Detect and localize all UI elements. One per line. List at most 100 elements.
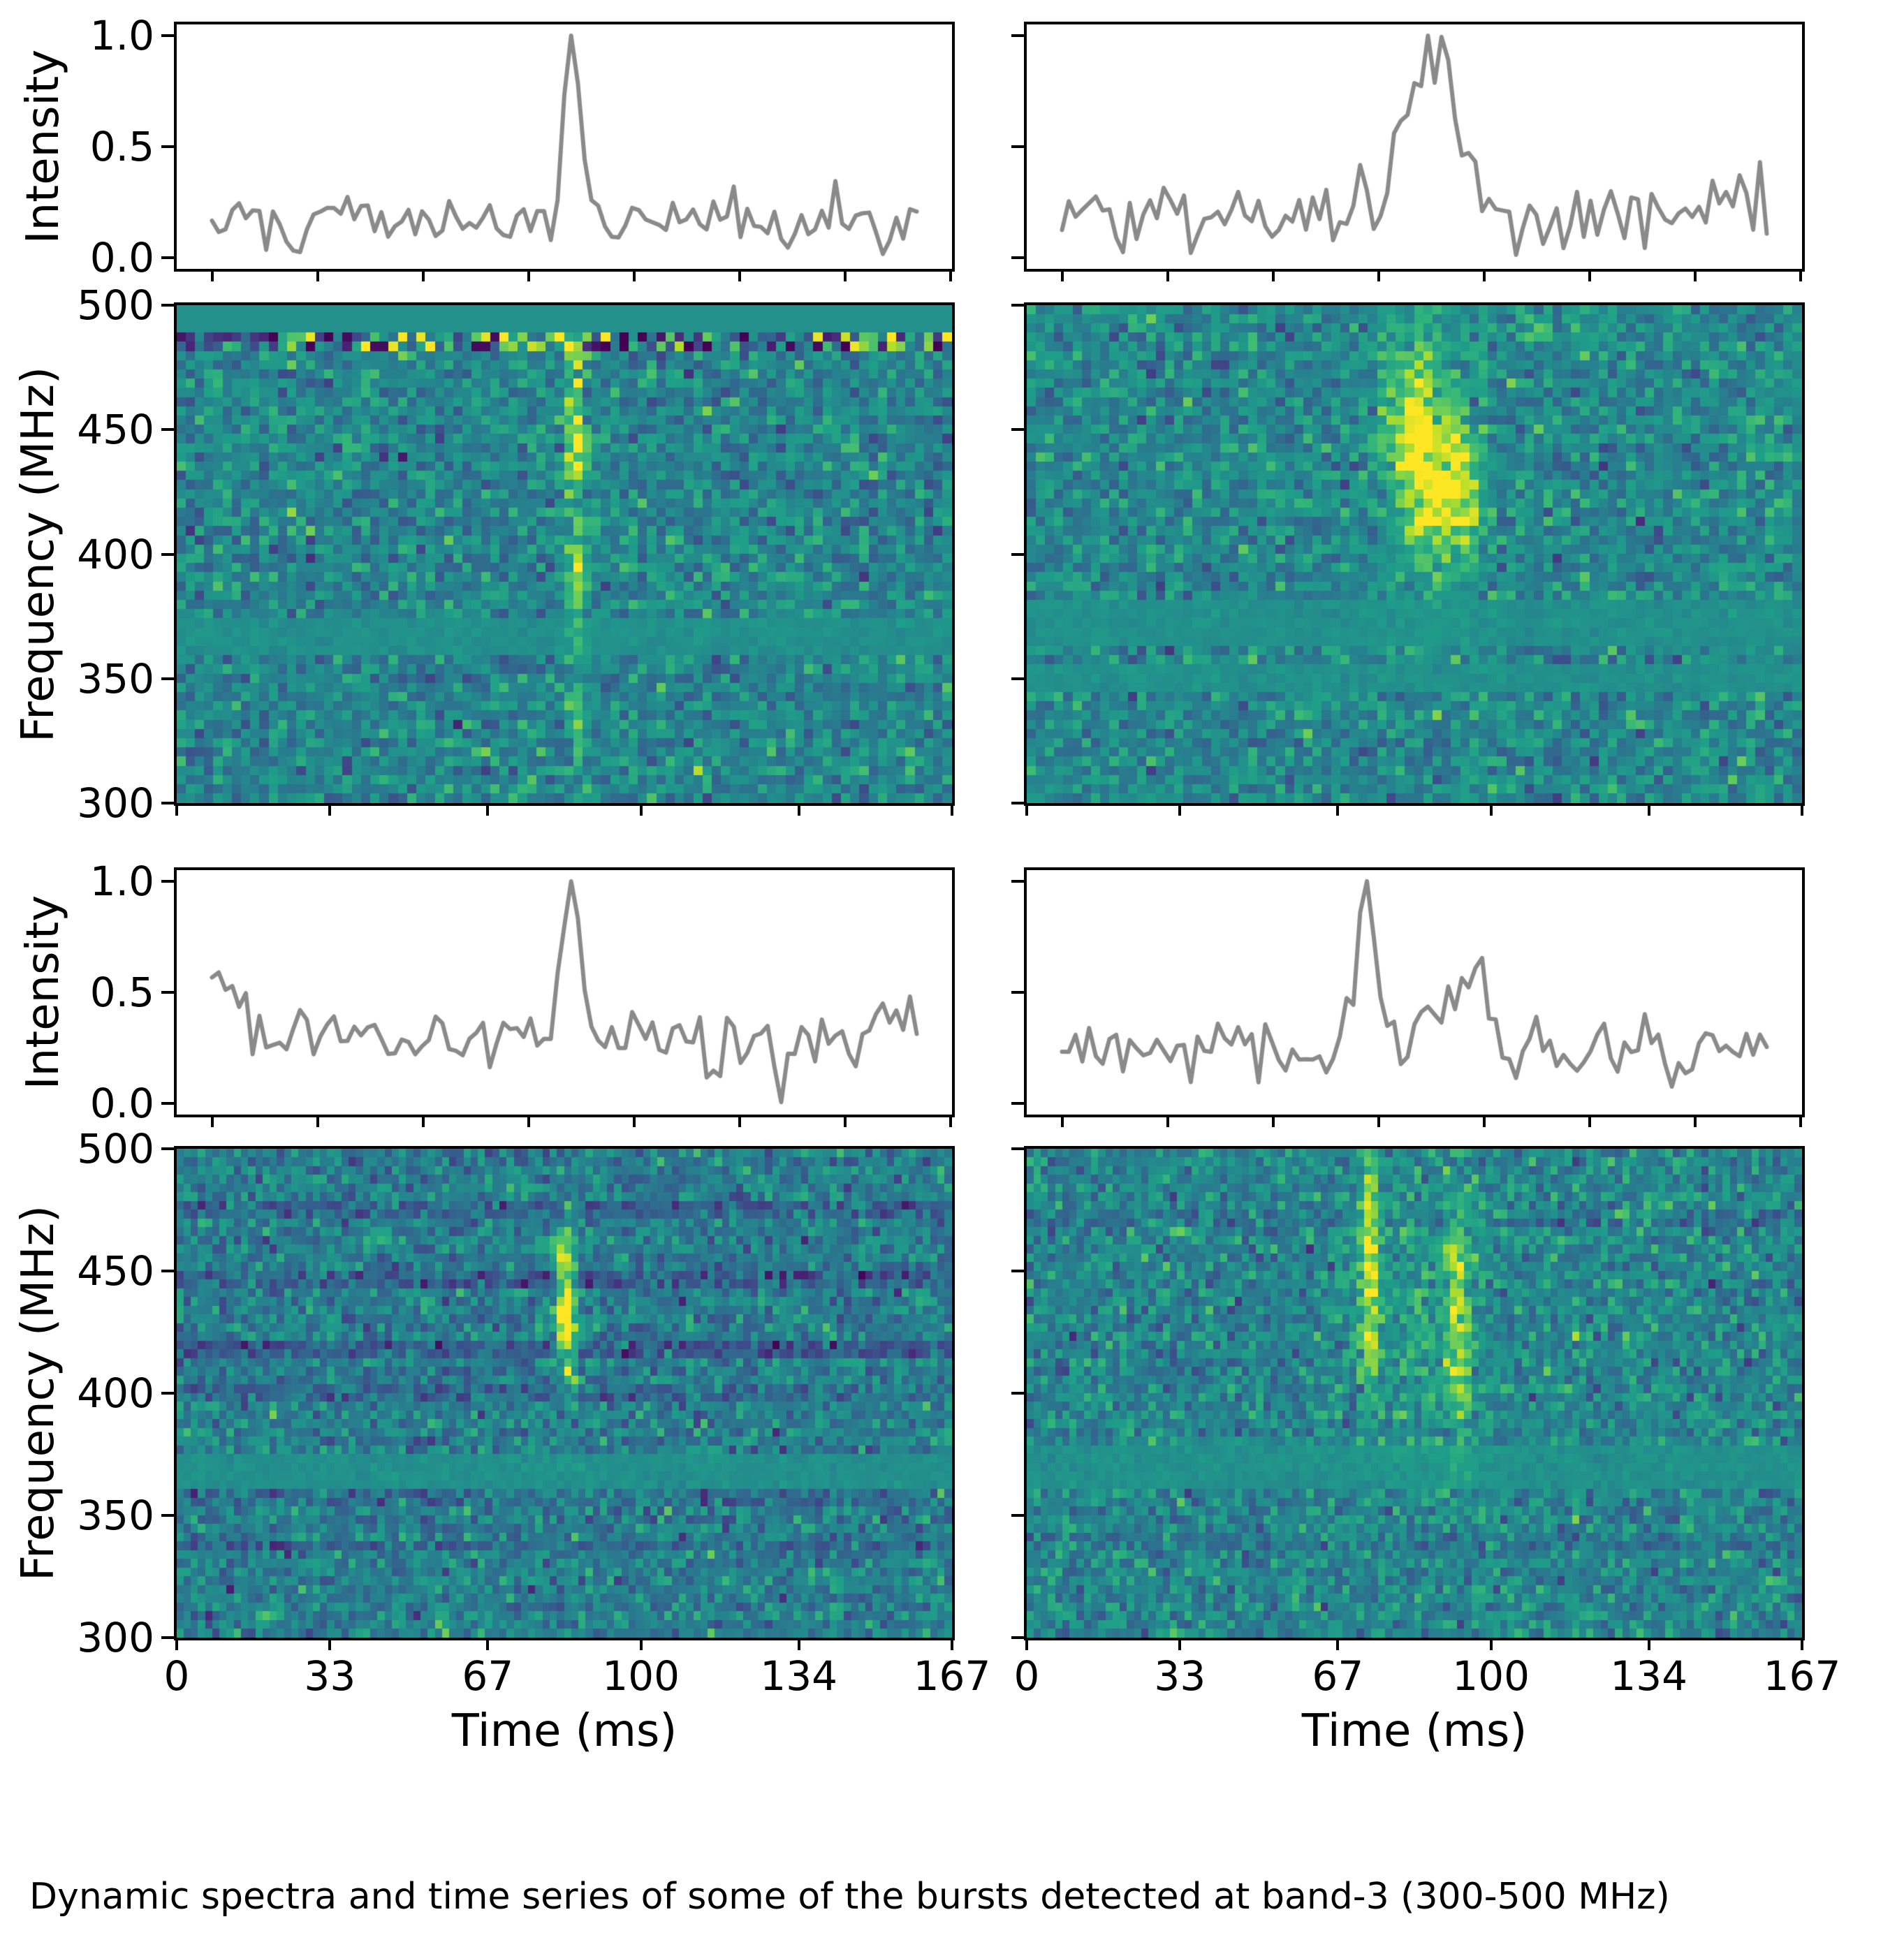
- y-tick-label-intensity: 0.0: [89, 1080, 154, 1128]
- x-tick-intensity: [210, 269, 214, 281]
- x-tick-intensity: [527, 269, 530, 281]
- x-tick-time: [1025, 1638, 1028, 1650]
- x-tick-intensity: [1166, 1115, 1169, 1127]
- y-tick-label-frequency: 350: [77, 654, 154, 703]
- y-tick-frequency: [1011, 304, 1024, 307]
- x-tick-time: [1178, 803, 1182, 816]
- intensity-line-chart-bottom-right: [1027, 870, 1802, 1115]
- x-tick-time: [1647, 803, 1650, 816]
- x-tick-intensity: [1588, 269, 1591, 281]
- x-tick-time: [1489, 1638, 1493, 1650]
- x-tick-label-time: 67: [462, 1652, 514, 1700]
- x-tick-intensity: [1799, 269, 1802, 281]
- x-tick-label-time: 100: [602, 1652, 680, 1700]
- x-tick-intensity: [632, 1115, 636, 1127]
- y-tick-intensity: [1011, 34, 1024, 37]
- y-tick-frequency: [1011, 802, 1024, 804]
- y-tick-frequency: [1011, 552, 1024, 556]
- spectrogram-panel-top-left: [174, 302, 955, 806]
- y-tick-label-frequency: 450: [77, 406, 154, 454]
- x-tick-time: [175, 803, 178, 816]
- y-tick-intensity: [161, 145, 174, 148]
- intensity-panel-top-left: [174, 22, 955, 272]
- x-tick-time: [175, 1638, 178, 1650]
- spectrogram-panel-bottom-left: [174, 1146, 955, 1640]
- y-tick-intensity: [161, 879, 174, 883]
- y-tick-intensity: [1011, 256, 1024, 260]
- x-tick-time: [1801, 1638, 1803, 1650]
- x-tick-intensity: [1799, 1115, 1802, 1127]
- y-tick-label-frequency: 500: [77, 281, 154, 329]
- y-tick-label-frequency: 400: [77, 530, 154, 578]
- intensity-line-chart-top-left: [177, 24, 952, 269]
- intensity-line-chart-bottom-left: [177, 870, 952, 1115]
- x-tick-label-time: 33: [1154, 1652, 1206, 1700]
- x-tick-time: [951, 1638, 953, 1650]
- x-tick-time: [486, 803, 490, 816]
- y-tick-frequency: [161, 1514, 174, 1517]
- x-tick-intensity: [1271, 269, 1275, 281]
- x-tick-intensity: [949, 269, 952, 281]
- y-tick-label-intensity: 1.0: [89, 11, 154, 59]
- y-tick-frequency: [161, 1270, 174, 1272]
- y-tick-frequency: [1011, 428, 1024, 432]
- x-tick-label-time: 134: [1610, 1652, 1688, 1700]
- x-tick-intensity: [949, 1115, 952, 1127]
- x-tick-time: [328, 1638, 332, 1650]
- y-tick-label-frequency: 400: [77, 1369, 154, 1417]
- x-tick-intensity: [1271, 1115, 1275, 1127]
- x-tick-intensity: [843, 269, 847, 281]
- x-tick-time: [1647, 1638, 1650, 1650]
- y-tick-frequency: [161, 1392, 174, 1395]
- y-tick-label-intensity: 1.0: [89, 857, 154, 905]
- x-tick-label-time: 0: [1013, 1652, 1040, 1700]
- x-tick-intensity: [632, 269, 636, 281]
- figure-caption: Dynamic spectra and time series of some …: [29, 1876, 1670, 1918]
- y-tick-label-intensity: 0.0: [89, 234, 154, 282]
- x-tick-time: [797, 1638, 800, 1650]
- y-tick-intensity: [161, 34, 174, 37]
- x-tick-intensity: [1693, 1115, 1697, 1127]
- x-tick-time: [1025, 803, 1028, 816]
- x-tick-intensity: [1482, 1115, 1486, 1127]
- y-tick-frequency: [1011, 1514, 1024, 1517]
- intensity-line-chart-top-right: [1027, 24, 1802, 269]
- y-tick-intensity: [1011, 145, 1024, 148]
- x-tick-intensity: [1060, 1115, 1064, 1127]
- x-tick-intensity: [316, 1115, 319, 1127]
- x-tick-intensity: [1377, 269, 1380, 281]
- y-tick-frequency: [1011, 1636, 1024, 1639]
- spectrogram-panel-top-right: [1024, 302, 1805, 806]
- y-tick-frequency: [1011, 1270, 1024, 1272]
- y-tick-frequency: [161, 552, 174, 556]
- x-axis-label-time-right: Time (ms): [1301, 1705, 1528, 1757]
- x-tick-label-time: 167: [1763, 1652, 1841, 1700]
- y-tick-label-intensity: 0.5: [89, 123, 154, 170]
- x-tick-intensity: [1693, 269, 1697, 281]
- y-tick-label-frequency: 300: [77, 1614, 154, 1661]
- spectrogram-canvas-top-right: [1027, 305, 1802, 803]
- x-tick-time: [639, 1638, 643, 1650]
- y-tick-label-frequency: 500: [77, 1125, 154, 1173]
- x-tick-intensity: [1588, 1115, 1591, 1127]
- x-tick-intensity: [210, 1115, 214, 1127]
- x-tick-time: [1801, 803, 1803, 816]
- y-tick-intensity: [161, 256, 174, 260]
- y-tick-frequency: [161, 304, 174, 307]
- intensity-panel-bottom-left: [174, 867, 955, 1117]
- x-tick-intensity: [843, 1115, 847, 1127]
- y-tick-frequency: [161, 677, 174, 680]
- x-tick-intensity: [421, 269, 425, 281]
- x-tick-time: [1178, 1638, 1182, 1650]
- y-tick-label-frequency: 300: [77, 779, 154, 827]
- intensity-panel-bottom-right: [1024, 867, 1805, 1117]
- y-tick-intensity: [161, 1102, 174, 1105]
- x-tick-intensity: [738, 269, 741, 281]
- x-tick-label-time: 100: [1452, 1652, 1530, 1700]
- x-tick-intensity: [1166, 269, 1169, 281]
- y-tick-frequency: [161, 1636, 174, 1639]
- intensity-panel-top-right: [1024, 22, 1805, 272]
- x-tick-label-time: 33: [304, 1652, 356, 1700]
- y-tick-intensity: [1011, 1102, 1024, 1105]
